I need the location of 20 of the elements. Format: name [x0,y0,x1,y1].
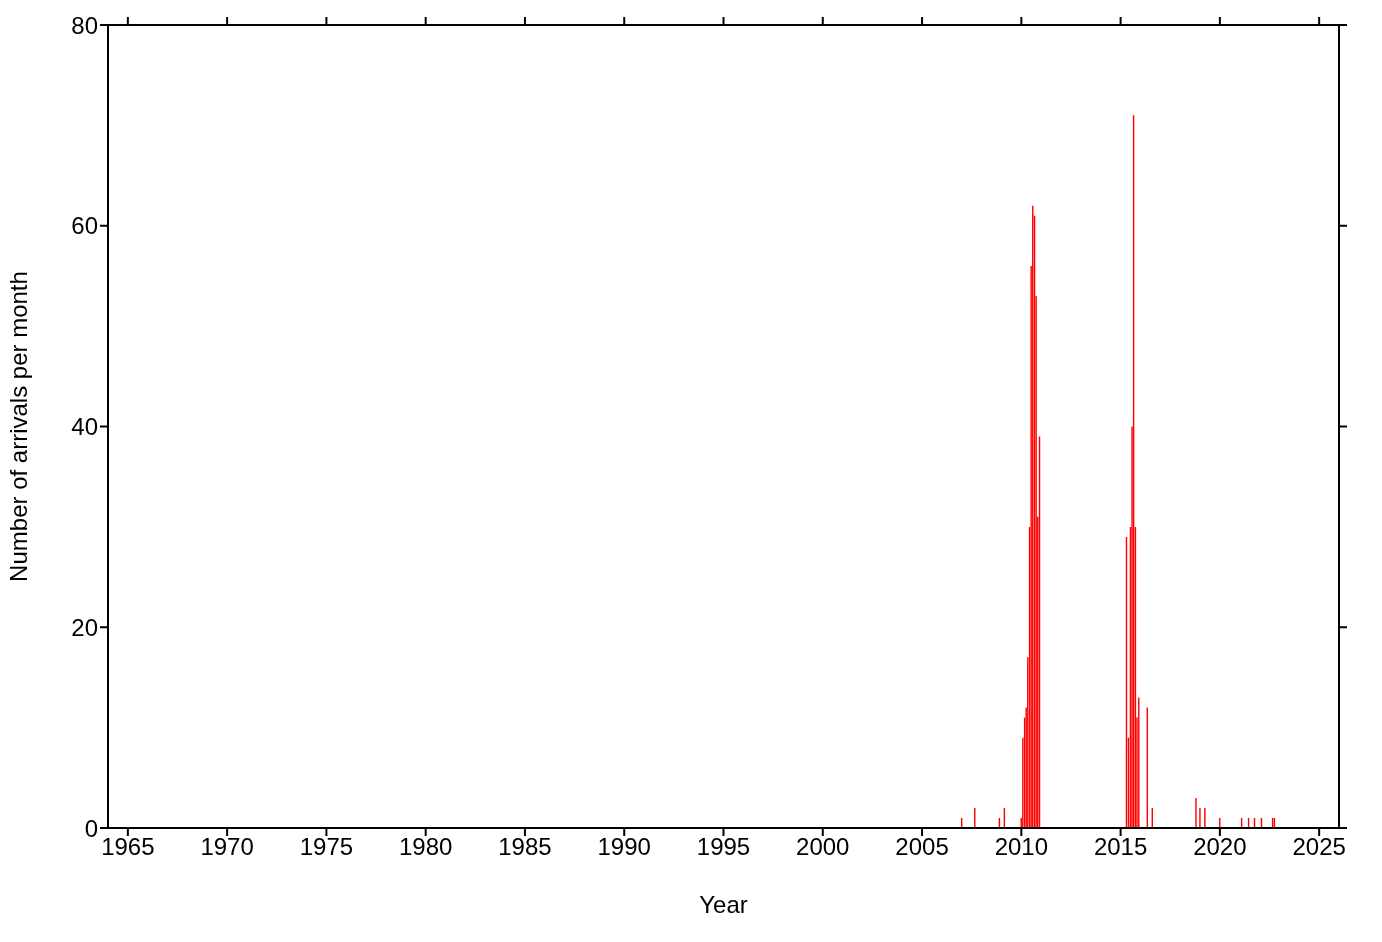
y-tick-label: 60 [71,212,98,240]
y-tick-label: 20 [71,613,98,641]
x-tick-label: 1985 [498,833,552,861]
x-tick-label: 1990 [597,833,651,861]
x-axis-title: Year [699,891,748,918]
x-tick-label: 1965 [101,833,155,861]
x-tick-label: 2020 [1193,833,1247,861]
x-tick-label: 2005 [895,833,949,861]
x-tick-label: 2000 [796,833,850,861]
y-tick-label: 40 [71,413,98,441]
x-tick-label: 1980 [398,833,453,861]
x-tick-label: 2025 [1292,833,1346,861]
x-tick-label: 1970 [200,833,254,861]
y-tick-label: 0 [84,814,98,842]
y-axis-title: Number of arrivals per month [4,271,32,582]
x-tick-label: 1995 [696,833,751,861]
x-tick-label: 2015 [1093,833,1148,861]
y-tick-label: 80 [71,11,98,39]
x-tick-label: 2010 [994,833,1049,861]
x-tick-label: 1975 [299,833,354,861]
